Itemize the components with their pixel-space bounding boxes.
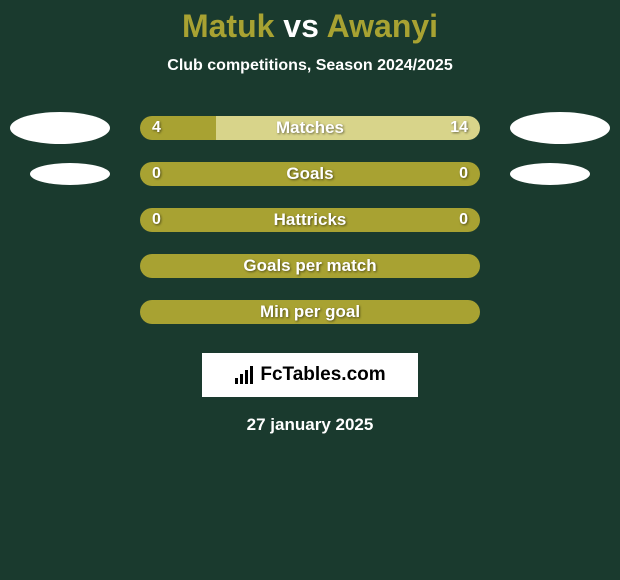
player1-avatar xyxy=(30,163,110,185)
stat-left-value: 0 xyxy=(152,211,161,229)
stat-label: Goals per match xyxy=(243,256,376,276)
stat-bar: 4 14 Matches xyxy=(140,116,480,140)
stat-left-value: 0 xyxy=(152,165,161,183)
comparison-infographic: Matuk vs Awanyi Club competitions, Seaso… xyxy=(0,0,620,435)
footer-date: 27 january 2025 xyxy=(0,415,620,435)
stat-label: Goals xyxy=(286,164,333,184)
title: Matuk vs Awanyi xyxy=(0,8,620,45)
stat-bar: 0 0 Hattricks xyxy=(140,208,480,232)
logo-text: FcTables.com xyxy=(260,364,385,386)
stat-row: Min per goal xyxy=(0,289,620,335)
stat-row: 0 0 Hattricks xyxy=(0,197,620,243)
stat-bar: 0 0 Goals xyxy=(140,162,480,186)
source-logo: FcTables.com xyxy=(202,353,418,397)
stat-label: Hattricks xyxy=(274,210,347,230)
player1-name: Matuk xyxy=(182,8,274,44)
player2-name: Awanyi xyxy=(327,8,438,44)
stat-bar: Min per goal xyxy=(140,300,480,324)
stat-label: Min per goal xyxy=(260,302,360,322)
player1-avatar xyxy=(10,112,110,144)
stat-label: Matches xyxy=(276,118,344,138)
bars-icon xyxy=(234,366,256,384)
vs-text: vs xyxy=(283,8,319,44)
stat-right-value: 14 xyxy=(450,119,468,137)
bar-right-segment xyxy=(216,116,480,140)
player2-avatar xyxy=(510,112,610,144)
stat-row: Goals per match xyxy=(0,243,620,289)
subtitle: Club competitions, Season 2024/2025 xyxy=(0,57,620,75)
stat-bar: Goals per match xyxy=(140,254,480,278)
stat-right-value: 0 xyxy=(459,211,468,229)
stat-row: 4 14 Matches xyxy=(0,105,620,151)
stat-left-value: 4 xyxy=(152,119,161,137)
player2-avatar xyxy=(510,163,590,185)
stat-right-value: 0 xyxy=(459,165,468,183)
stat-rows: 4 14 Matches 0 0 Goals 0 0 Hattricks Goals per ma… xyxy=(0,105,620,335)
stat-row: 0 0 Goals xyxy=(0,151,620,197)
